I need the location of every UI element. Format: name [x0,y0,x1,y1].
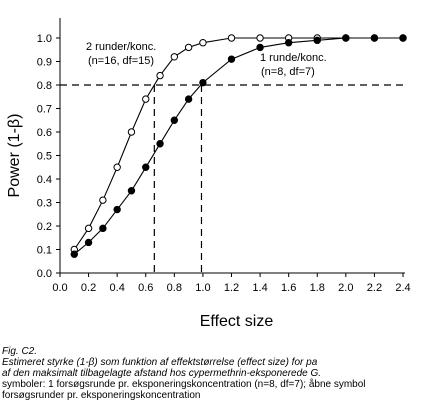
filled-circle-point [313,36,321,45]
open-circle-point [84,224,93,233]
y-tick-label: 0.3 [37,198,52,210]
x-tick-label: 1.2 [224,282,239,294]
filled-circle-point [84,238,93,247]
filled-circle-point [399,34,407,42]
series-line-2 [73,37,403,255]
x-tick-label: 0.2 [81,282,96,294]
open-circle-point [99,196,107,204]
x-tick-label: 1.0 [195,282,210,294]
y-axis-title: Power (1-β) [6,114,23,198]
x-tick-label: 2.4 [395,282,410,294]
y-tick-label: 0.0 [37,268,52,280]
open-circle-point [156,71,164,80]
open-circle-point [113,163,121,171]
filled-circle-point [170,116,179,124]
x-tick-label: 1.8 [310,282,325,294]
y-tick-label: 0.2 [37,221,52,233]
filled-circle-point [199,78,207,87]
caption-line-1: Estimeret styrke (1-β) som funktion af e… [2,357,318,368]
caption-line-3: symboler: 1 forsøgsrunde pr. eksponering… [2,379,366,390]
filled-circle-point [70,250,78,258]
y-tick-label: 0.8 [37,80,52,92]
y-tick-label: 0.1 [37,245,52,257]
open-circle-point [142,95,150,103]
series-1-label: 1 runde/konc. [260,52,327,64]
filled-circle-point [113,205,121,214]
caption-line-4: forsøgsrunder pr. eksponeringskoncentrat… [2,390,201,401]
y-tick-label: 0.4 [37,174,52,186]
open-circle-point [170,53,179,61]
open-circle-point [184,43,193,52]
x-tick-label: 0.6 [138,282,153,294]
series-2-label: 2 runder/konc. [86,41,156,53]
y-tick-label: 0.7 [37,104,52,116]
y-tick-label: 0.6 [37,127,52,139]
filled-circle-point [127,187,136,195]
y-tick-label: 0.5 [37,151,52,163]
filled-circle-point [142,163,150,171]
open-circle-point [227,34,236,42]
chart-labels: Effect size Power (1-β) 2 runder/konc. (n=1… [6,41,327,330]
series-1-params: (n=8, df=7) [261,66,315,78]
x-tick-label: 1.4 [252,282,267,294]
x-tick-label: 2.2 [367,282,382,294]
filled-circle-point [227,55,236,63]
x-tick-label: 0.0 [52,282,67,294]
filled-circle-point [156,140,164,148]
filled-circle-point [99,224,107,233]
filled-circle-point [256,43,264,52]
chart-axes: 0.0 0.1 0.2 0.3 0.4 0.5 0.6 0.7 0.8 0.9 1.0 0.0 0.2 0… [37,18,411,294]
filled-circle-point [184,95,193,103]
x-tick-label: 2.0 [338,282,353,294]
filled-circle-point [370,34,379,42]
open-circle-point [256,34,264,42]
filled-circle-point [342,34,350,42]
series-line-1 [73,37,403,250]
x-tick-label: 0.4 [110,282,125,294]
filled-circle-point [284,39,293,47]
series-lines [73,37,403,255]
power-chart: 0.0 0.1 0.2 0.3 0.4 0.5 0.6 0.7 0.8 0.9 1.0 0.0 0.2 0… [6,18,411,330]
y-tick-label: 1.0 [37,33,52,45]
figure-label: Fig. C2. [2,346,38,357]
x-axis-title: Effect size [200,313,274,330]
caption-line-2: af den maksimalt tilbagelagte afstand ho… [2,368,322,379]
x-tick-label: 1.6 [281,282,296,294]
y-tick-label: 0.9 [37,57,52,69]
open-circle-point [127,128,136,136]
series-markers [70,34,407,258]
x-tick-label: 0.8 [167,282,182,294]
series-2-params: (n=16, df=15) [88,55,154,67]
open-circle-point [199,39,207,47]
reference-lines [60,84,403,273]
